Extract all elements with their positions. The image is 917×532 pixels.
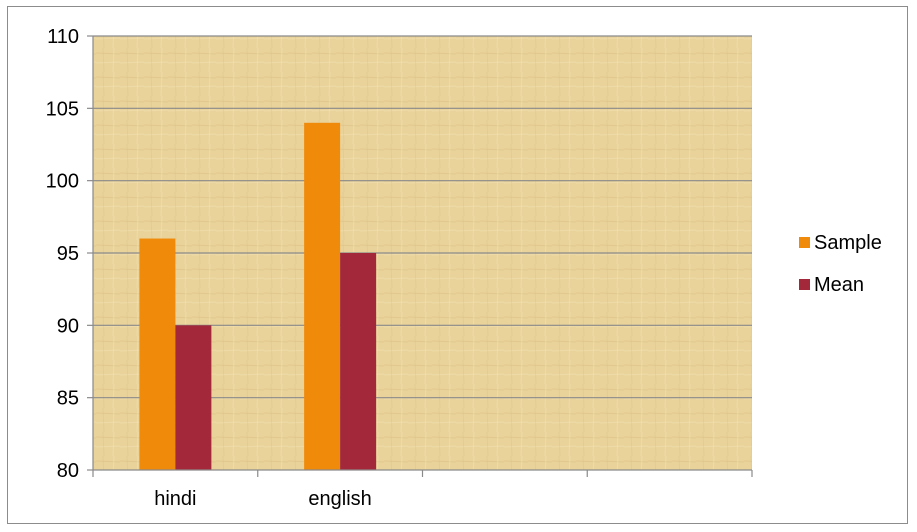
axes [87, 35, 753, 477]
legend: Sample Mean [799, 232, 882, 296]
y-axis-tick-labels: 80 85 90 95 100 105 110 [46, 26, 79, 482]
bar-sample-hindi [139, 238, 176, 470]
bar-mean-english [340, 253, 377, 470]
y-tick-label-80: 80 [57, 460, 79, 482]
y-tick-label-105: 105 [46, 98, 79, 120]
legend-label-sample: Sample [814, 232, 882, 254]
x-tick-label-hindi: hindi [154, 488, 196, 510]
y-tick-label-85: 85 [57, 388, 79, 410]
legend-label-mean: Mean [814, 274, 864, 296]
bars [139, 122, 377, 471]
x-tick-label-english: english [308, 488, 371, 510]
y-tick-label-110: 110 [47, 26, 79, 48]
x-axis-tick-labels: hindi english [154, 488, 372, 510]
y-tick-label-90: 90 [57, 315, 79, 337]
legend-swatch-mean [799, 279, 810, 290]
bar-sample-english [304, 122, 341, 471]
bar-mean-hindi [175, 325, 212, 470]
y-tick-label-100: 100 [46, 171, 79, 193]
legend-swatch-sample [799, 237, 810, 248]
y-tick-label-95: 95 [57, 243, 79, 265]
